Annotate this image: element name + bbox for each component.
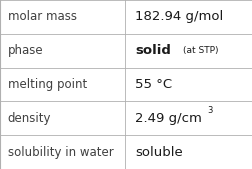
Text: 2.49 g/cm: 2.49 g/cm xyxy=(135,112,201,125)
Text: solubility in water: solubility in water xyxy=(8,146,113,159)
Text: soluble: soluble xyxy=(135,146,182,159)
Text: phase: phase xyxy=(8,44,43,57)
Text: melting point: melting point xyxy=(8,78,86,91)
Text: 55 °C: 55 °C xyxy=(135,78,172,91)
Text: molar mass: molar mass xyxy=(8,10,76,23)
Text: density: density xyxy=(8,112,51,125)
Text: 3: 3 xyxy=(207,106,212,115)
Text: solid: solid xyxy=(135,44,171,57)
Text: (at STP): (at STP) xyxy=(183,46,218,55)
Text: 182.94 g/mol: 182.94 g/mol xyxy=(135,10,223,23)
